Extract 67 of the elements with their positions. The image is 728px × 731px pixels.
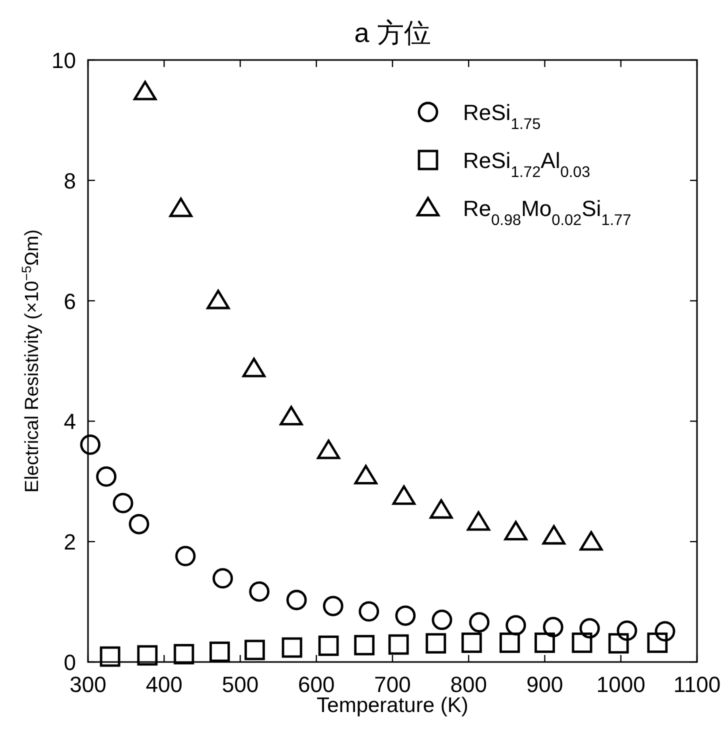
point — [244, 640, 265, 660]
point — [318, 636, 339, 656]
point — [426, 633, 446, 654]
legend-label: ReSi$_{1.72}$Al$_{0.03}$ — [463, 148, 590, 180]
point — [128, 514, 150, 534]
point — [134, 80, 157, 100]
point — [647, 632, 668, 653]
point — [80, 434, 100, 455]
point — [280, 406, 303, 426]
point — [354, 464, 378, 484]
point — [395, 605, 416, 626]
point — [542, 616, 564, 638]
x-tick-label: 500 — [222, 672, 259, 697]
point — [572, 632, 592, 653]
point — [206, 290, 230, 310]
point — [392, 485, 416, 505]
point — [461, 632, 482, 653]
y-tick-label: 10 — [52, 48, 76, 73]
point — [209, 642, 230, 662]
point — [654, 621, 676, 642]
point — [608, 633, 629, 654]
x-tick-label: 900 — [526, 672, 564, 697]
legend-label: Re$_{0.98}$Mo$_{0.02}$Si$_{1.77}$ — [463, 196, 632, 228]
point — [317, 440, 340, 460]
point — [432, 610, 452, 630]
point — [282, 637, 302, 658]
point — [616, 620, 638, 641]
x-tick-label: 1100 — [673, 672, 721, 697]
point — [242, 358, 266, 378]
point — [175, 546, 196, 566]
point — [580, 531, 603, 551]
point — [534, 632, 555, 653]
point — [466, 511, 490, 531]
point — [112, 492, 134, 514]
x-tick-label: 300 — [70, 672, 106, 697]
x-tick-label: 1000 — [596, 672, 646, 697]
y-tick-label: 2 — [64, 530, 76, 555]
point — [174, 644, 194, 664]
y-tick-label: 8 — [64, 168, 76, 194]
y-tick-label: 4 — [64, 409, 76, 434]
legend-label: ReSi$_{1.75}$ — [463, 100, 541, 132]
point — [249, 581, 270, 602]
point — [169, 198, 192, 218]
point — [322, 596, 344, 616]
point — [96, 466, 116, 487]
point — [358, 601, 380, 622]
point — [579, 618, 600, 638]
y-tick-label: 6 — [64, 288, 76, 314]
point — [137, 645, 158, 666]
chart-title: a 方位 — [354, 18, 431, 48]
x-axis-title: Temperature (K) — [316, 694, 468, 717]
point — [469, 612, 490, 632]
point — [506, 615, 526, 636]
point — [286, 590, 307, 610]
y-tick-label: 0 — [64, 650, 76, 675]
x-tick-label: 700 — [374, 672, 411, 697]
point — [542, 525, 566, 545]
point — [212, 568, 233, 589]
point — [100, 646, 120, 667]
point — [354, 634, 375, 656]
x-tick-label: 400 — [146, 672, 182, 697]
x-tick-label: 800 — [450, 672, 487, 697]
x-tick-label: 600 — [298, 672, 335, 697]
point — [388, 634, 409, 655]
point — [500, 632, 520, 653]
point — [504, 520, 528, 540]
point — [430, 499, 453, 519]
